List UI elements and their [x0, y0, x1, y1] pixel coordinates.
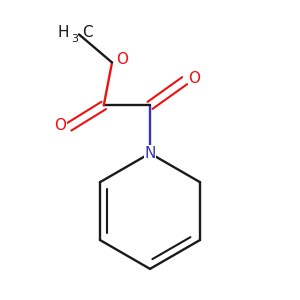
Text: H: H	[58, 25, 69, 40]
Text: O: O	[116, 52, 128, 67]
Text: O: O	[189, 71, 201, 86]
Text: O: O	[54, 118, 66, 133]
Text: N: N	[144, 146, 156, 161]
Text: C: C	[82, 25, 92, 40]
Text: 3: 3	[71, 34, 78, 44]
